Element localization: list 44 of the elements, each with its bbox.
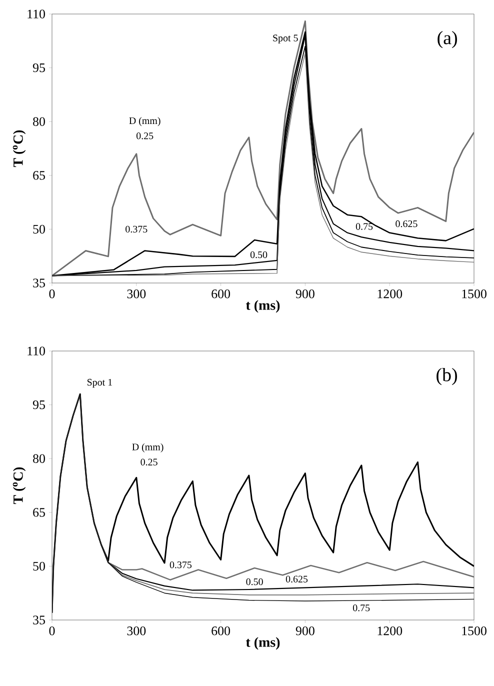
x-tick-label: 300 (127, 626, 146, 636)
annotation: 0.625 (396, 220, 418, 228)
text: (b) (436, 368, 457, 386)
annotation: 0.375 (170, 561, 192, 568)
x-tick-label: 1200 (378, 626, 402, 636)
x-tick-label: 0 (49, 626, 55, 636)
annotation: 0.375 (126, 226, 148, 233)
annotation: D (mm) (129, 117, 160, 126)
y-tick-label: 35 (33, 616, 45, 624)
x-tick-label: 900 (296, 290, 314, 298)
annotation: 0.625 (286, 576, 308, 582)
y-tick-label: 95 (32, 63, 45, 72)
annotation: 0.50 (250, 251, 268, 258)
y-axis-title: T ($^{o}$C) (12, 467, 26, 504)
x-tick-label: 1500 (462, 626, 486, 636)
annotation: Spot 5 (273, 34, 298, 44)
annotation: 0.75 (352, 604, 370, 612)
x-tick-label: 900 (296, 626, 314, 636)
y-tick-label: 80 (33, 117, 45, 126)
y-tick-label: 50 (33, 562, 45, 571)
y-axis-title: T ($^{o}$C) (12, 130, 26, 168)
x-tick-label: 600 (212, 626, 230, 636)
x-tick-label: 300 (127, 290, 146, 298)
y-tick-label: 110 (28, 346, 45, 356)
y-tick-label: 65 (33, 171, 45, 180)
y-tick-label: 110 (28, 10, 45, 18)
x-tick-label: 600 (212, 290, 230, 298)
x-axis-title: t (ms) (246, 637, 280, 650)
annotation: 0.50 (246, 578, 263, 586)
y-tick-label: 35 (33, 278, 45, 288)
x-axis-title: t (ms) (246, 300, 280, 313)
x-tick-label: 1200 (378, 290, 402, 298)
y-tick-label: 65 (33, 508, 45, 517)
text: (a) (438, 30, 457, 48)
annotation: 0.75 (356, 223, 373, 230)
y-tick-label: 80 (33, 454, 45, 463)
annotation: Spot 1 (87, 378, 112, 388)
annotation: 0.25 (136, 132, 154, 140)
y-tick-label: 95 (32, 400, 45, 410)
annotation: 0.25 (140, 458, 158, 466)
annotation: D (mm) (132, 443, 164, 452)
x-tick-label: 1500 (462, 290, 486, 298)
y-tick-label: 50 (33, 224, 45, 234)
x-tick-label: 0 (49, 290, 55, 298)
